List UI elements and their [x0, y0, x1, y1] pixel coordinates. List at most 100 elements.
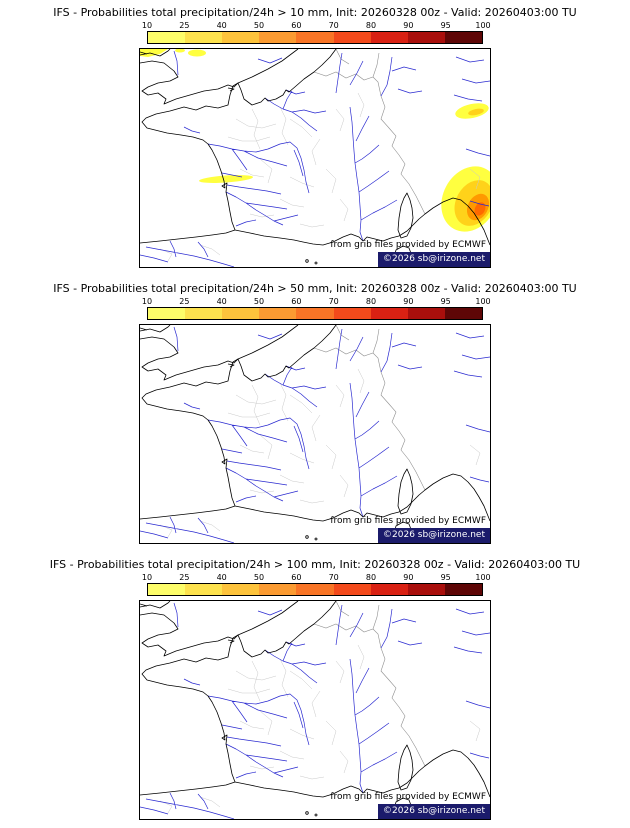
colorbar-segment [222, 584, 260, 595]
colorbar-segment [333, 308, 371, 319]
colorbar-tick-label: 50 [253, 297, 265, 306]
rivers-group [140, 602, 490, 819]
basemap-layer [140, 49, 490, 267]
colorbar-tick-label: 80 [365, 573, 377, 582]
colorbar-tick-label: 60 [291, 297, 302, 306]
credit-text: from grib files provided by ECMWF [330, 792, 486, 802]
probability-blobs [140, 49, 490, 232]
colorbar-segment [407, 308, 445, 319]
colorbar-bar [147, 583, 483, 596]
coast-england [140, 601, 299, 657]
colorbar-segment [185, 32, 223, 43]
coast-mediterranean-italy [234, 473, 490, 522]
colorbar-tick-label: 95 [440, 21, 451, 30]
colorbar-tick-label: 80 [365, 21, 377, 30]
coastlines-group [140, 601, 490, 819]
colorbar-segment [222, 32, 260, 43]
island-minorca [305, 535, 309, 539]
island-small [314, 813, 318, 817]
colorbar: 10 25 40 50 60 70 80 90 95 100 [142, 297, 491, 320]
island-minorca [305, 811, 309, 815]
basemap-svg [140, 49, 490, 267]
probability-overlay [140, 49, 490, 267]
colorbar-tick-label: 40 [216, 573, 227, 582]
country-borders-group [313, 49, 426, 215]
colorbar-segment [259, 584, 297, 595]
coast-corsica [397, 192, 414, 239]
colorbar-tick-label: 100 [475, 297, 491, 306]
colorbar-segment [259, 308, 297, 319]
colorbar-segment [259, 32, 297, 43]
colorbar-segment [370, 308, 408, 319]
copyright-badge: ©2026 sb@irizone.net [378, 528, 490, 543]
colorbar-segment [444, 32, 482, 43]
colorbar-segment [296, 32, 334, 43]
colorbar-tick-labels: 10 25 40 50 60 70 80 90 95 100 [142, 21, 491, 31]
colorbar-tick-label: 25 [179, 297, 190, 306]
colorbar-segment [333, 584, 371, 595]
credit-text: from grib files provided by ECMWF [330, 516, 486, 526]
colorbar-tick-label: 70 [328, 297, 339, 306]
rivers-group [140, 326, 490, 543]
colorbar-tick-label: 90 [403, 297, 414, 306]
map-canvas-100mm: from grib files provided by ECMWF ©2026 … [139, 600, 491, 820]
colorbar-segment [222, 308, 260, 319]
colorbar-tick-label: 95 [440, 573, 451, 582]
coast-france-spain [140, 49, 337, 244]
panel-precip-10mm: IFS - Probabilities total precipitation/… [0, 0, 630, 276]
rivers-group [140, 50, 490, 267]
colorbar-tick-label: 25 [179, 573, 190, 582]
country-borders-group [313, 325, 426, 491]
coast-england [140, 49, 299, 105]
island-small [314, 261, 318, 265]
credit-text: from grib files provided by ECMWF [330, 240, 486, 250]
basemap-layer [140, 325, 490, 543]
colorbar-tick-labels: 10 25 40 50 60 70 80 90 95 100 [142, 297, 491, 307]
coast-mediterranean-italy [234, 749, 490, 798]
island-minorca [305, 259, 309, 263]
colorbar-segment [296, 308, 334, 319]
probability-blob [468, 108, 484, 116]
department-boundaries-group [159, 644, 481, 814]
colorbar-tick-labels: 10 25 40 50 60 70 80 90 95 100 [142, 573, 491, 583]
probability-blob [140, 49, 168, 57]
colorbar-bar [147, 307, 483, 320]
colorbar-tick-label: 40 [216, 297, 227, 306]
colorbar-tick-label: 50 [253, 573, 265, 582]
copyright-badge: ©2026 sb@irizone.net [378, 252, 490, 267]
colorbar-tick-label: 100 [475, 21, 491, 30]
colorbar-tick-label: 100 [475, 573, 491, 582]
map-canvas-10mm: from grib files provided by ECMWF ©2026 … [139, 48, 491, 268]
coastlines-group [140, 325, 490, 543]
copyright-badge: ©2026 sb@irizone.net [378, 804, 490, 819]
colorbar-tick-label: 70 [328, 21, 339, 30]
colorbar-segment [185, 308, 223, 319]
colorbar-tick-label: 60 [291, 573, 302, 582]
country-borders-group [313, 601, 426, 767]
colorbar-segment [333, 32, 371, 43]
probability-blob [474, 202, 486, 216]
colorbar-tick-label: 90 [403, 21, 414, 30]
probability-blobs-svg [140, 49, 490, 232]
panel-title: IFS - Probabilities total precipitation/… [49, 558, 581, 571]
coast-corsica [397, 744, 414, 791]
coast-england [140, 325, 299, 381]
colorbar-segment [148, 32, 186, 43]
colorbar-tick-label: 10 [141, 573, 153, 582]
basemap-layer [140, 601, 490, 819]
colorbar-tick-label: 50 [253, 21, 265, 30]
probability-blob [188, 49, 206, 57]
colorbar-segment [148, 308, 186, 319]
colorbar-tick-label: 40 [216, 21, 227, 30]
probability-blob [199, 175, 253, 183]
coast-france-spain [140, 325, 337, 520]
panel-title: IFS - Probabilities total precipitation/… [53, 282, 577, 295]
island-small [314, 537, 318, 541]
colorbar: 10 25 40 50 60 70 80 90 95 100 [142, 21, 491, 44]
basemap-svg [140, 601, 490, 819]
coast-corsica [397, 468, 414, 515]
panel-precip-50mm: IFS - Probabilities total precipitation/… [0, 276, 630, 552]
colorbar-segment [185, 584, 223, 595]
colorbar-tick-label: 10 [141, 21, 153, 30]
